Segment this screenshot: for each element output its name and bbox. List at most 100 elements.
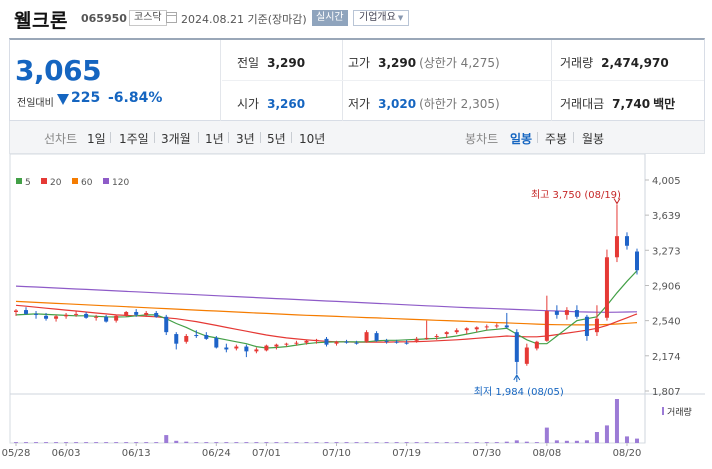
candle <box>404 339 409 345</box>
high-price: 고가 3,290 (상한가 4,275) <box>348 56 500 70</box>
candle-body <box>184 335 189 342</box>
x-tick-label: 08/08 <box>532 448 561 459</box>
tab-weekly[interactable]: 주봉 <box>545 132 568 146</box>
x-tick-label: 06/13 <box>122 448 151 459</box>
volume-bar <box>584 440 589 443</box>
volume-bar <box>34 442 39 443</box>
candle <box>294 340 299 346</box>
high-annotation: 최고 3,750 (08/19) <box>531 189 621 201</box>
candle <box>414 336 419 343</box>
y-tick-label: 2,174 <box>652 352 681 363</box>
candle-body <box>494 325 499 327</box>
tab-1y[interactable]: 1년 <box>205 132 224 146</box>
volume-bar <box>244 442 249 443</box>
volume-bar <box>104 442 109 443</box>
candle-body <box>244 346 249 352</box>
volume-bar <box>394 442 399 443</box>
volume-bar <box>324 442 329 443</box>
candle <box>514 329 519 375</box>
volume-bar <box>594 432 599 443</box>
candle <box>174 332 179 350</box>
candle <box>574 305 579 319</box>
legend-swatch <box>72 178 78 184</box>
tab-3m[interactable]: 3개월 <box>161 132 191 146</box>
candle <box>314 338 319 344</box>
tab-1w[interactable]: 1주일 <box>119 132 149 146</box>
volume-bar <box>424 442 429 443</box>
candle-body <box>134 311 139 315</box>
candle <box>564 307 569 320</box>
candle <box>24 307 29 315</box>
candle-body <box>584 316 589 336</box>
candle <box>344 339 349 344</box>
candle-body <box>224 347 229 350</box>
candle <box>384 338 389 344</box>
candle <box>204 332 209 340</box>
moving-average-lines <box>15 270 638 349</box>
volume-bar <box>224 442 229 443</box>
volume-bar <box>554 440 559 443</box>
candle <box>54 314 59 322</box>
tab-5y[interactable]: 5년 <box>267 132 286 146</box>
candle <box>154 311 159 318</box>
candle <box>635 248 639 275</box>
candle-body <box>304 340 309 343</box>
candle-body <box>274 344 279 347</box>
candle-body <box>534 341 539 349</box>
volume-bar <box>524 441 529 443</box>
candle <box>114 314 119 323</box>
change-percent: -6.84% <box>108 90 163 106</box>
y-tick-label: 3,639 <box>652 211 681 222</box>
candle <box>74 311 79 317</box>
volume-bar <box>134 442 139 443</box>
candle <box>244 344 249 358</box>
y-tick-label: 1,807 <box>652 387 681 398</box>
price-box: 3,065 전일대비 225 -6.84% <box>10 40 221 121</box>
company-profile-button[interactable]: 기업개요 ▼ <box>353 10 410 26</box>
candle <box>474 326 479 333</box>
candle <box>34 311 39 319</box>
candle <box>604 249 609 321</box>
volume-bar <box>94 442 99 443</box>
volume-bar <box>194 442 199 443</box>
candle-body <box>344 341 349 343</box>
candle-body <box>174 334 179 344</box>
candle-chart-label: 봉차트 <box>465 132 499 146</box>
tab-3y[interactable]: 3년 <box>236 132 255 146</box>
volume-bar <box>434 442 439 443</box>
tab-1d[interactable]: 1일 <box>87 132 106 146</box>
candle-body <box>635 251 639 271</box>
tab-daily[interactable]: 일봉 <box>510 132 533 146</box>
candle <box>144 311 149 317</box>
volume-bar <box>144 442 149 443</box>
volume-legend-label: 거래량 <box>667 406 692 418</box>
candle-body <box>454 330 459 333</box>
volume-bar <box>84 442 89 443</box>
candle <box>614 204 619 263</box>
candle <box>434 334 439 340</box>
candle <box>274 343 279 350</box>
candle <box>324 336 329 347</box>
volume-bar <box>284 442 289 443</box>
candle <box>394 339 399 344</box>
volume-bar <box>635 438 639 443</box>
volume-bar <box>354 442 359 443</box>
tab-monthly[interactable]: 월봉 <box>582 132 605 146</box>
tab-10y[interactable]: 10년 <box>299 132 326 146</box>
stock-header: 웰크론 065950 코스닥 2024.08.21 기준(장마감) 실시간 기업… <box>0 0 712 38</box>
legend-label-120: 120 <box>112 178 129 188</box>
volume-bar <box>514 440 519 443</box>
chevron-down-icon: ▼ <box>397 14 404 22</box>
volume-bar <box>374 442 379 443</box>
live-badge[interactable]: 실시간 <box>312 10 348 26</box>
volume-bar <box>24 442 29 443</box>
candle-body <box>544 311 549 341</box>
candle <box>374 331 379 342</box>
candle <box>194 330 199 338</box>
candle-body <box>604 257 609 318</box>
candle <box>354 340 359 345</box>
candle-body <box>34 313 39 315</box>
candle-body <box>284 343 289 345</box>
candle <box>94 314 99 321</box>
candle <box>84 311 89 319</box>
